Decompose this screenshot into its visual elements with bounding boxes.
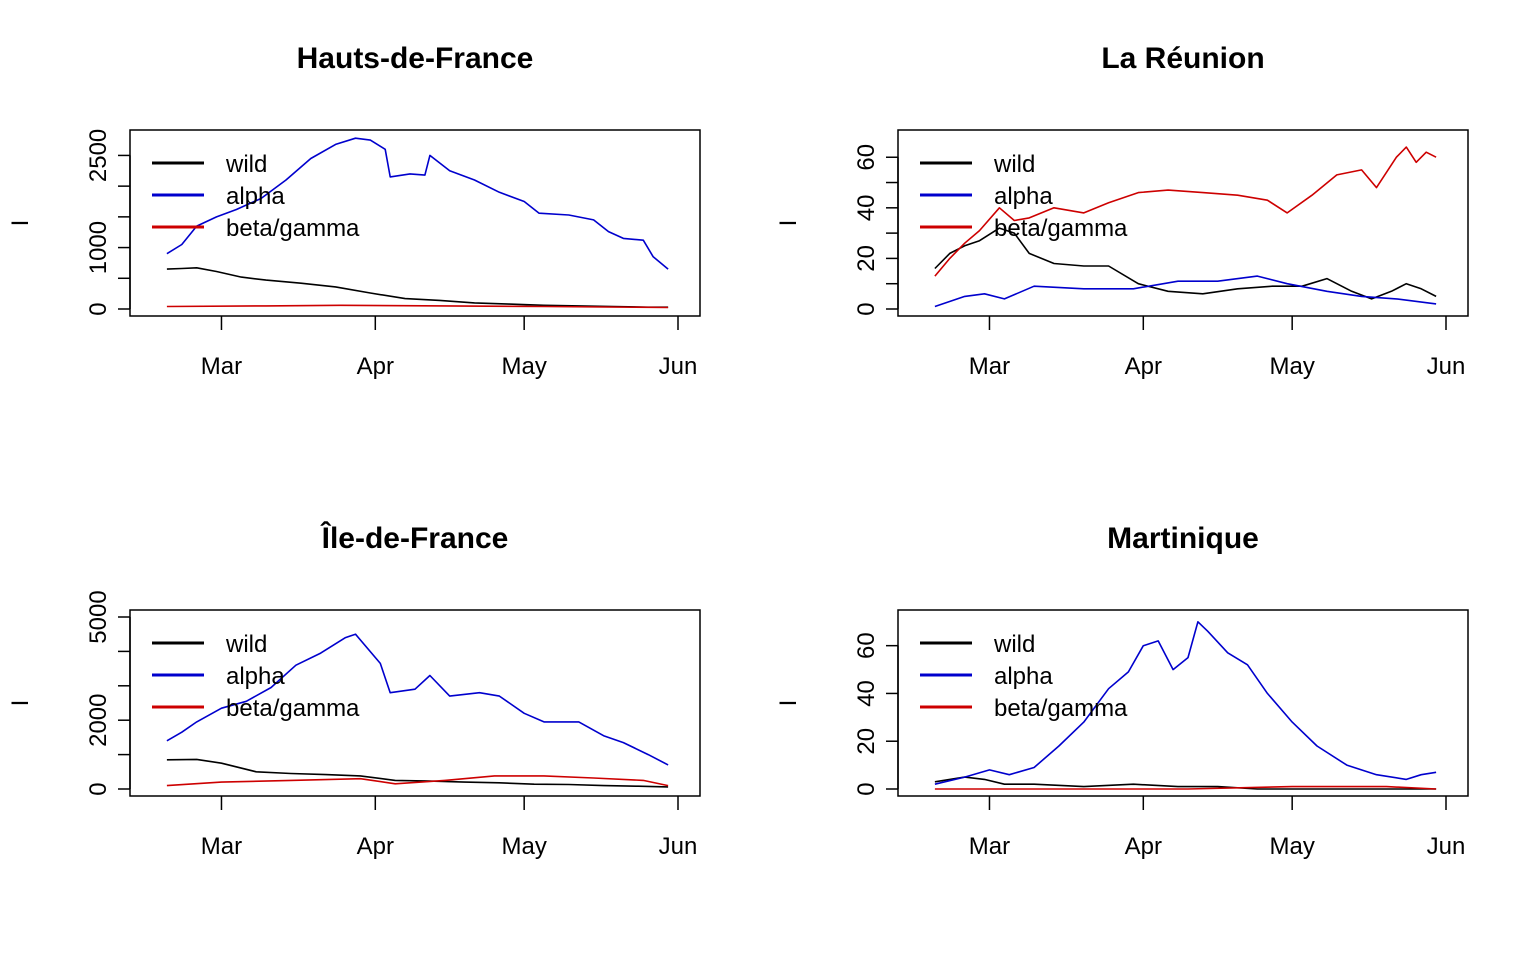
series-line-alpha [166,633,669,766]
y-tick-label: 5000 [85,590,112,643]
x-tick-label: Mar [969,833,1010,860]
y-tick-label: 1000 [85,221,112,274]
panel-3: Île-de-France I 0 2000 5000 Mar Apr May Jun wild a… [7,521,701,860]
x-tick-label: May [501,353,546,380]
y-tick-label: 0 [85,782,112,795]
y-tick-label: 0 [853,302,880,315]
x-tick-label: Mar [201,353,242,380]
series-line-alpha [934,620,1437,785]
legend-label: beta/gamma [226,215,360,242]
legend-label: wild [225,151,267,178]
x-tick-label: May [1269,353,1314,380]
y-tick-label: 0 [853,782,880,795]
series-line-beta-gamma [934,146,1437,277]
x-tick-label: Apr [1125,353,1162,380]
series-line-wild [934,776,1437,790]
legend-label: wild [993,631,1035,658]
legend-label: alpha [226,663,285,690]
y-tick-label: 20 [853,728,880,755]
y-tick-label: 2000 [85,694,112,747]
x-tick-label: May [501,833,546,860]
y-tick-label: 60 [853,144,880,171]
plot-frame [897,609,1469,797]
y-axis-label: I [775,700,802,707]
chart-title: La Réunion [1101,42,1264,75]
y-tick-label: 2500 [85,129,112,182]
plot-frame [897,129,1469,317]
x-tick-label: Apr [1125,833,1162,860]
series-line-wild [934,227,1437,300]
x-tick-label: May [1269,833,1314,860]
x-tick-label: Mar [969,353,1010,380]
y-tick-label: 20 [853,245,880,272]
series-line-beta-gamma [934,785,1437,790]
legend-label: alpha [226,183,285,210]
x-tick-label: Jun [659,833,698,860]
legend-label: beta/gamma [994,695,1128,722]
legend-label: alpha [994,663,1053,690]
series-line-beta-gamma [166,304,669,309]
plot-frame [129,129,701,317]
panel-1: Hauts-de-France I 0 1000 2500 Mar Apr May Jun wil… [7,42,701,380]
y-axis-label: I [775,220,802,227]
x-tick-label: Mar [201,833,242,860]
chart-title: Île-de-France [320,521,509,555]
legend-label: beta/gamma [226,695,360,722]
chart-title: Hauts-de-France [297,42,534,75]
plot-frame [129,609,701,797]
y-tick-label: 40 [853,194,880,221]
panel-2: La Réunion I 0 20 40 60 Mar Apr May Jun wild alpha b… [775,42,1469,380]
series-line-alpha [166,137,669,270]
y-tick-label: 0 [85,302,112,315]
x-tick-label: Jun [659,353,698,380]
panel-4: Martinique I 0 20 40 60 Mar Apr May Jun wild alpha b… [775,522,1469,860]
series-line-beta-gamma [166,775,669,787]
legend-label: alpha [994,183,1053,210]
y-axis-label: I [7,220,34,227]
x-tick-label: Apr [357,353,394,380]
y-axis-label: I [7,700,34,707]
series-line-wild [166,266,669,309]
y-tick-label: 60 [853,632,880,659]
y-tick-label: 40 [853,680,880,707]
legend-label: wild [225,631,267,658]
chart-title: Martinique [1107,522,1259,555]
legend-label: wild [993,151,1035,178]
series-line-wild [166,758,669,788]
x-tick-label: Jun [1427,353,1466,380]
series-line-alpha [934,275,1437,308]
x-tick-label: Jun [1427,833,1466,860]
x-tick-label: Apr [357,833,394,860]
legend-label: beta/gamma [994,215,1128,242]
